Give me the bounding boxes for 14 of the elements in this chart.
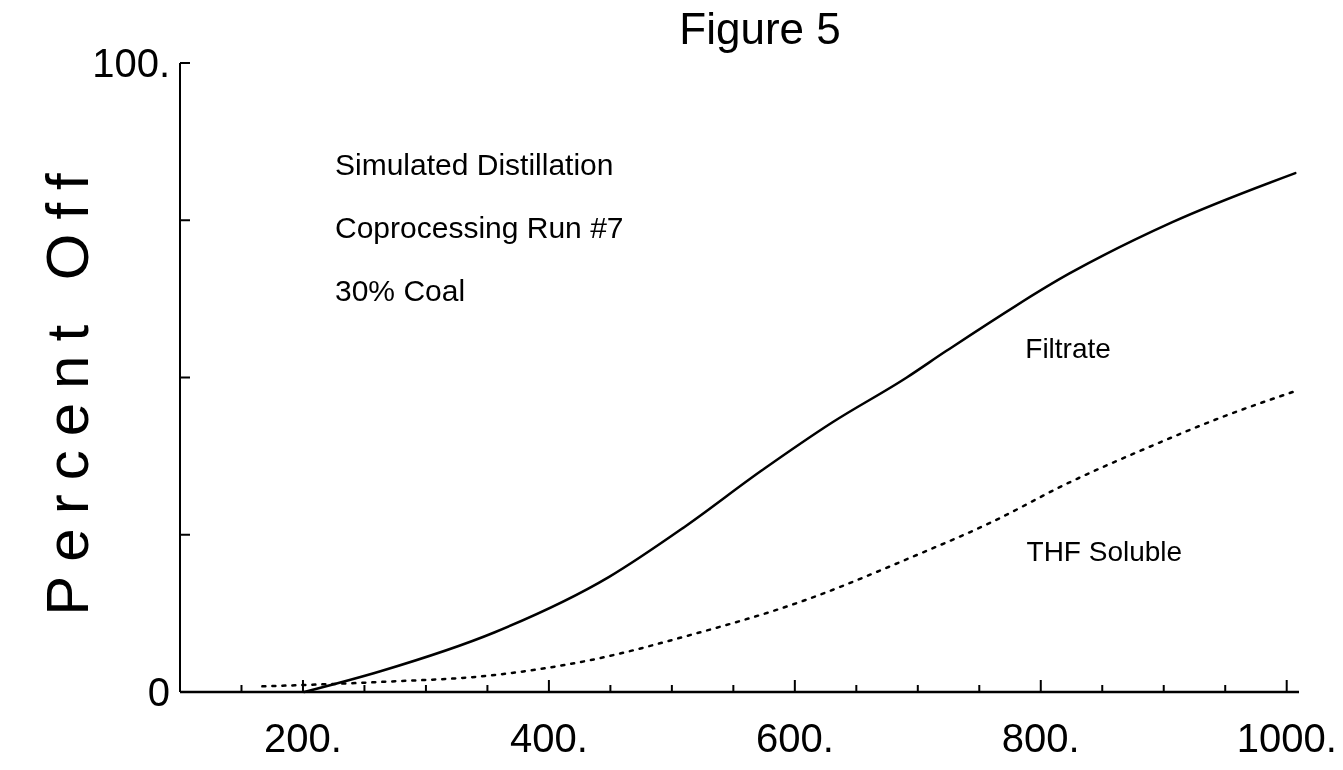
y-tick-label: 100. bbox=[92, 41, 170, 85]
annotation: Simulated Distillation bbox=[335, 148, 614, 181]
annotation: 30% Coal bbox=[335, 274, 466, 307]
x-tick-label: 400. bbox=[509, 716, 588, 760]
x-tick-label: 600. bbox=[755, 716, 834, 760]
annotation: Coprocessing Run #7 bbox=[335, 211, 624, 244]
y-axis-title: Percent Off bbox=[34, 159, 101, 616]
series-label: THF Soluble bbox=[1026, 535, 1183, 567]
x-tick-label: 200. bbox=[264, 716, 342, 760]
x-tick-label: 1000. bbox=[1236, 716, 1337, 760]
chart-title: Figure 5 bbox=[679, 4, 841, 53]
y-tick-label: 0 bbox=[147, 670, 170, 714]
x-tick-label: 800. bbox=[1001, 716, 1080, 760]
series-label: Filtrate bbox=[1025, 333, 1111, 365]
